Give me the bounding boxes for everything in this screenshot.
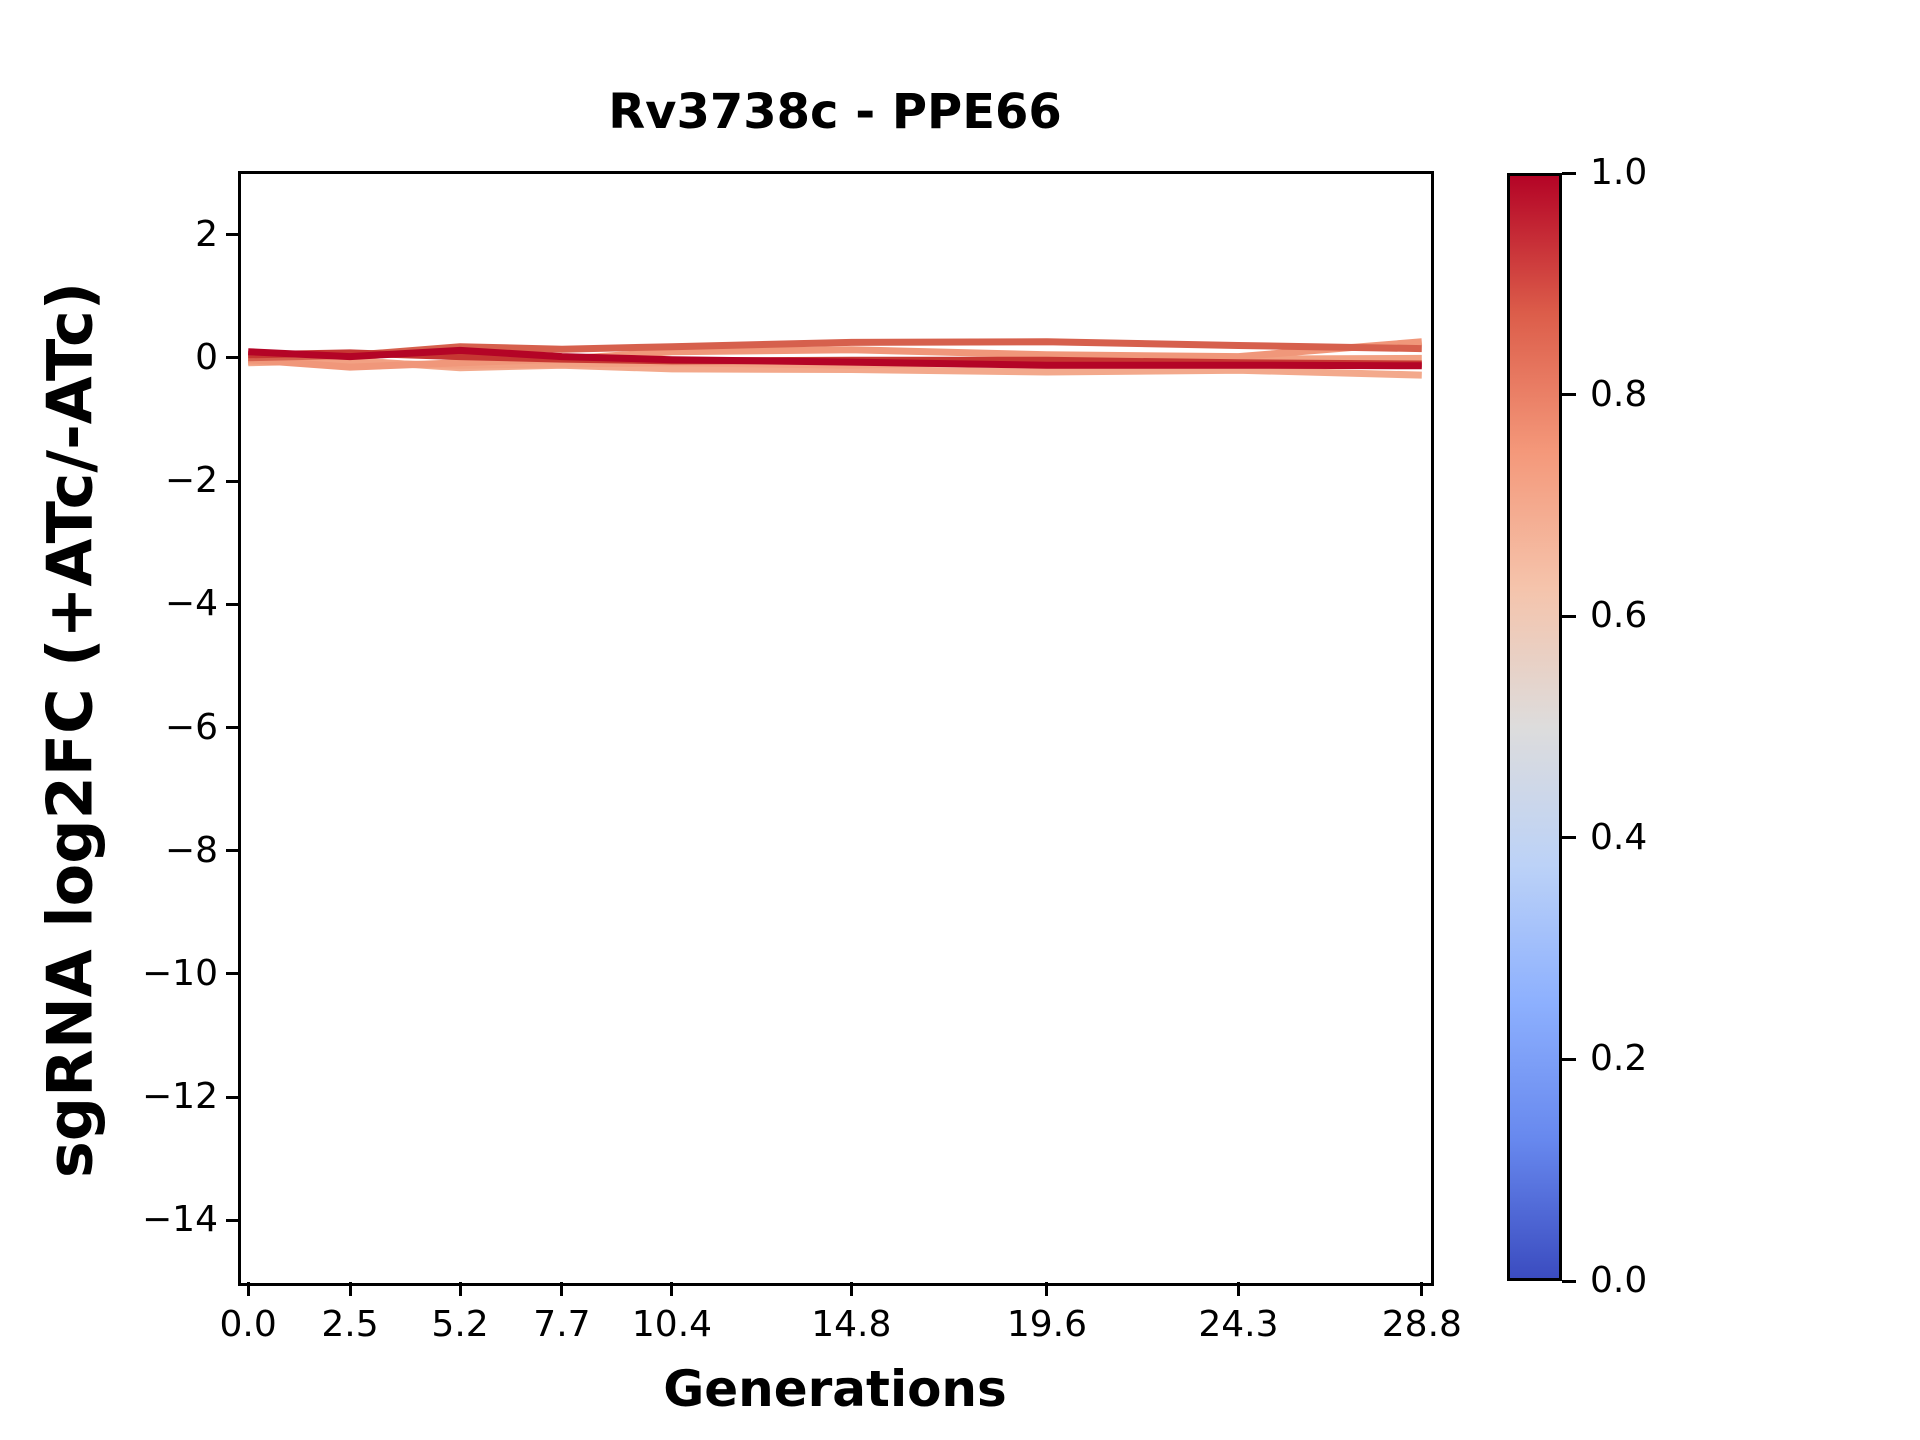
colorbar-tick-label: 0.2 — [1590, 1038, 1648, 1080]
sgrna-line — [248, 346, 1422, 370]
x-tick-mark — [670, 1282, 674, 1296]
colorbar-tick-mark — [1562, 393, 1576, 397]
colorbar-tick-label: 0.8 — [1590, 373, 1648, 415]
y-tick-label: 2 — [195, 213, 218, 255]
colorbar-gradient — [1507, 173, 1562, 1281]
y-tick-mark — [226, 972, 240, 976]
plot-lines-svg — [247, 338, 1423, 379]
y-tick-label: −4 — [164, 583, 218, 625]
y-tick-mark — [226, 1218, 240, 1222]
y-tick-mark — [226, 479, 240, 483]
x-tick-mark — [246, 1282, 250, 1296]
chart-title: Rv3738c - PPE66 — [608, 84, 1062, 140]
x-tick-label: 7.7 — [533, 1304, 591, 1345]
x-tick-label: 14.8 — [811, 1304, 892, 1345]
x-tick-mark — [348, 1282, 352, 1296]
colorbar-tick-label: 1.0 — [1590, 152, 1648, 193]
colorbar-tick-mark — [1562, 1279, 1576, 1283]
x-axis-label: Generations — [663, 1360, 1007, 1418]
x-tick-mark — [1420, 1282, 1424, 1296]
y-tick-mark — [226, 356, 240, 360]
colorbar-tick-mark — [1562, 171, 1576, 175]
y-tick-mark — [226, 726, 240, 729]
x-tick-label: 2.5 — [321, 1304, 379, 1345]
y-tick-label: −2 — [164, 460, 218, 502]
colorbar-tick-label: 0.6 — [1590, 595, 1648, 637]
x-tick-label: 24.3 — [1198, 1304, 1279, 1345]
colorbar-tick-label: 0.4 — [1590, 816, 1648, 858]
y-tick-mark — [226, 849, 240, 853]
x-tick-label: 28.8 — [1381, 1304, 1462, 1345]
y-tick-mark — [226, 602, 240, 606]
colorbar-tick-mark — [1562, 1057, 1576, 1061]
y-tick-label: −6 — [164, 706, 218, 748]
x-tick-label: 10.4 — [631, 1304, 713, 1345]
y-tick-label: −8 — [164, 829, 218, 871]
x-tick-mark — [849, 1282, 853, 1296]
x-tick-mark — [1236, 1282, 1240, 1296]
sgrna-line — [247, 338, 1423, 371]
colorbar-tick-mark — [1562, 836, 1576, 840]
colorbar-tick-label: 0.0 — [1590, 1260, 1648, 1301]
y-tick-mark — [226, 1095, 240, 1099]
x-tick-label: 5.2 — [431, 1304, 489, 1345]
y-tick-label: 0 — [195, 336, 218, 378]
y-tick-mark — [226, 233, 240, 237]
y-tick-label: −10 — [142, 952, 218, 994]
x-tick-mark — [560, 1282, 564, 1296]
y-tick-label: −12 — [142, 1076, 218, 1118]
y-tick-label: −14 — [142, 1199, 218, 1241]
x-tick-label: 0.0 — [219, 1304, 277, 1345]
x-tick-mark — [1045, 1282, 1049, 1296]
x-tick-mark — [458, 1282, 462, 1296]
x-tick-label: 19.6 — [1006, 1304, 1087, 1345]
colorbar-tick-mark — [1562, 614, 1576, 618]
